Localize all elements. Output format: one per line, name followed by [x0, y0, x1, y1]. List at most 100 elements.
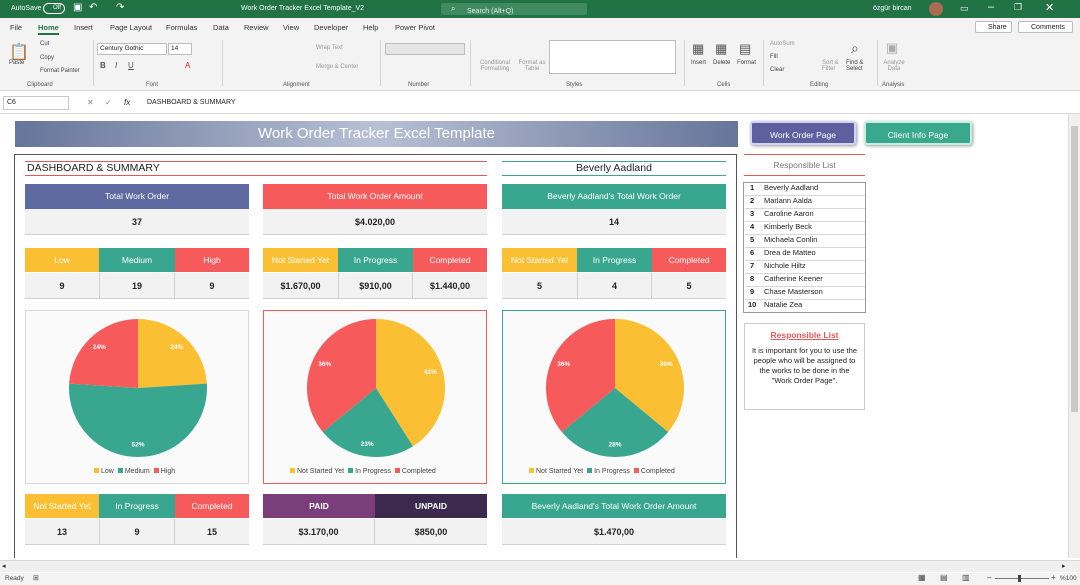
cell-styles-gallery[interactable] [549, 40, 676, 74]
fill-button[interactable]: Fill [770, 54, 778, 60]
user-name: özgür bircan [873, 5, 912, 12]
redo-icon[interactable]: ↷ [116, 2, 125, 13]
analyze-data-icon[interactable]: ▣ [886, 40, 899, 55]
list-item[interactable]: 5 Michaela Conlin [745, 235, 865, 248]
tab-home[interactable]: Home [38, 23, 59, 35]
formula-input[interactable]: DASHBOARD & SUMMARY [147, 99, 236, 106]
wrap-text-button[interactable]: Wrap Text [316, 45, 343, 51]
cancel-icon[interactable]: ✕ [87, 98, 94, 107]
bold-icon[interactable]: B [100, 61, 106, 70]
insert-cells-button[interactable]: Insert [691, 60, 707, 66]
comments-button[interactable]: Comments [1018, 21, 1073, 33]
work-order-page-button[interactable]: Work Order Page [750, 121, 856, 145]
ribbon-display-icon[interactable]: ▭ [960, 3, 969, 13]
conditional-formatting-button[interactable]: Conditional Formatting [479, 60, 511, 72]
scroll-right-icon[interactable]: ▸ [1062, 563, 1066, 570]
tab-data[interactable]: Data [213, 23, 229, 32]
amount-status-legend: Not Started Yet In Progress Completed [286, 468, 436, 475]
format-cells-icon[interactable]: ▤ [739, 41, 752, 56]
list-item[interactable]: 1 Beverly Aadland [745, 183, 865, 196]
find-select-button[interactable]: Find & Select [846, 60, 864, 72]
font-size-select[interactable]: 14 [168, 43, 192, 55]
vertical-scrollbar[interactable] [1068, 114, 1080, 558]
list-item[interactable]: 4 Kimberly Beck [745, 222, 865, 235]
list-item[interactable]: 9 Chase Masterson [745, 287, 865, 300]
list-item[interactable]: 6 Drea de Matteo [745, 248, 865, 261]
format-painter-button[interactable]: Format Painter [40, 68, 80, 74]
accessibility-icon[interactable]: ⊞ [33, 575, 39, 582]
name-box[interactable]: C6 [3, 96, 69, 110]
divider [502, 175, 726, 176]
clear-button[interactable]: Clear [770, 67, 785, 73]
pie-data-label: 36% [660, 361, 673, 368]
client-info-page-button[interactable]: Client Info Page [864, 121, 972, 145]
scroll-thumb[interactable] [1071, 126, 1078, 412]
tab-view[interactable]: View [283, 23, 300, 32]
ribbon-tabs: File Home Insert Page Layout Formulas Da… [0, 18, 1080, 36]
paid-header: PAID [263, 494, 375, 518]
autosave-toggle[interactable]: Off [43, 3, 65, 14]
list-item[interactable]: 7 Nichole Hiltz [745, 261, 865, 274]
horizontal-scrollbar[interactable]: ◂ ▸ [0, 560, 1080, 572]
document-title: Work Order Tracker Excel Template_V2 [241, 5, 365, 12]
minimize-icon[interactable]: – [988, 1, 995, 13]
tab-developer[interactable]: Developer [314, 23, 349, 32]
amount-completed-header: Completed [413, 248, 487, 272]
find-icon[interactable]: ⌕ [851, 40, 859, 56]
group-font: Font [146, 82, 159, 88]
save-icon[interactable]: ▣ [73, 2, 83, 13]
function-icon[interactable]: fx [124, 98, 131, 107]
format-as-table-button[interactable]: Format as Table [518, 60, 546, 72]
autosum-button[interactable]: AutoSum [770, 41, 795, 47]
paste-label[interactable]: Paste [9, 60, 25, 66]
list-item[interactable]: 8 Catherine Keener [745, 274, 865, 287]
page-break-view-icon[interactable]: ▥ [962, 573, 970, 582]
insert-cells-icon[interactable]: ▦ [692, 41, 705, 56]
legend-not-started: Not Started Yet [536, 468, 584, 475]
font-color-icon[interactable]: A [185, 61, 191, 70]
delete-cells-icon[interactable]: ▦ [715, 41, 728, 56]
person-status-pie: 36% 28% 36% [546, 319, 684, 457]
list-item[interactable]: 3 Caroline Aaron [745, 209, 865, 222]
enter-icon[interactable]: ✓ [105, 98, 112, 107]
legend-swatch [394, 468, 400, 473]
analyze-data-button[interactable]: Analyze Data [883, 60, 905, 72]
tab-review[interactable]: Review [244, 23, 269, 32]
group-clipboard: Clipboard [27, 82, 53, 88]
cell-ref: C6 [7, 99, 16, 106]
underline-icon[interactable]: U [128, 61, 134, 70]
list-item[interactable]: 2 Marlann Aalda [745, 196, 865, 209]
tab-help[interactable]: Help [363, 23, 379, 32]
tab-power-pivot[interactable]: Power Pivot [395, 23, 436, 32]
number-format-select[interactable] [385, 43, 465, 55]
scroll-left-icon[interactable]: ◂ [2, 563, 6, 570]
undo-icon[interactable]: ↶ [89, 2, 98, 13]
page-layout-view-icon[interactable]: ▤ [940, 573, 948, 582]
italic-icon[interactable]: I [115, 61, 118, 70]
normal-view-icon[interactable]: ▦ [918, 573, 926, 582]
close-icon[interactable]: ✕ [1045, 2, 1055, 14]
paste-icon[interactable]: 📋 [9, 44, 29, 61]
avatar[interactable] [929, 2, 943, 16]
font-name-select[interactable]: Century Gothic [97, 43, 167, 55]
zoom-out-icon[interactable]: – [987, 573, 992, 582]
delete-cells-button[interactable]: Delete [713, 60, 731, 66]
list-index: 3 [750, 209, 755, 218]
zoom-in-icon[interactable]: + [1051, 573, 1056, 582]
zoom-slider[interactable] [995, 578, 1049, 579]
share-button[interactable]: Share [975, 21, 1012, 33]
sort-filter-button[interactable]: Sort & Filter [822, 60, 839, 72]
list-item[interactable]: 10 Natalie Zea [745, 300, 865, 313]
maximize-icon[interactable]: ❐ [1014, 2, 1023, 12]
tab-formulas[interactable]: Formulas [166, 23, 198, 32]
format-cells-button[interactable]: Format [737, 60, 757, 66]
cut-button[interactable]: Cut [40, 41, 50, 47]
tab-page-layout[interactable]: Page Layout [110, 23, 153, 32]
copy-button[interactable]: Copy [40, 55, 55, 61]
tab-insert[interactable]: Insert [74, 23, 93, 32]
merge-center-button[interactable]: Merge & Center [316, 64, 359, 70]
tab-file[interactable]: File [10, 23, 23, 32]
list-index: 6 [750, 248, 755, 257]
search-input[interactable]: ⌕ Search (Alt+Q) [441, 3, 587, 15]
zoom-thumb[interactable] [1018, 575, 1021, 582]
